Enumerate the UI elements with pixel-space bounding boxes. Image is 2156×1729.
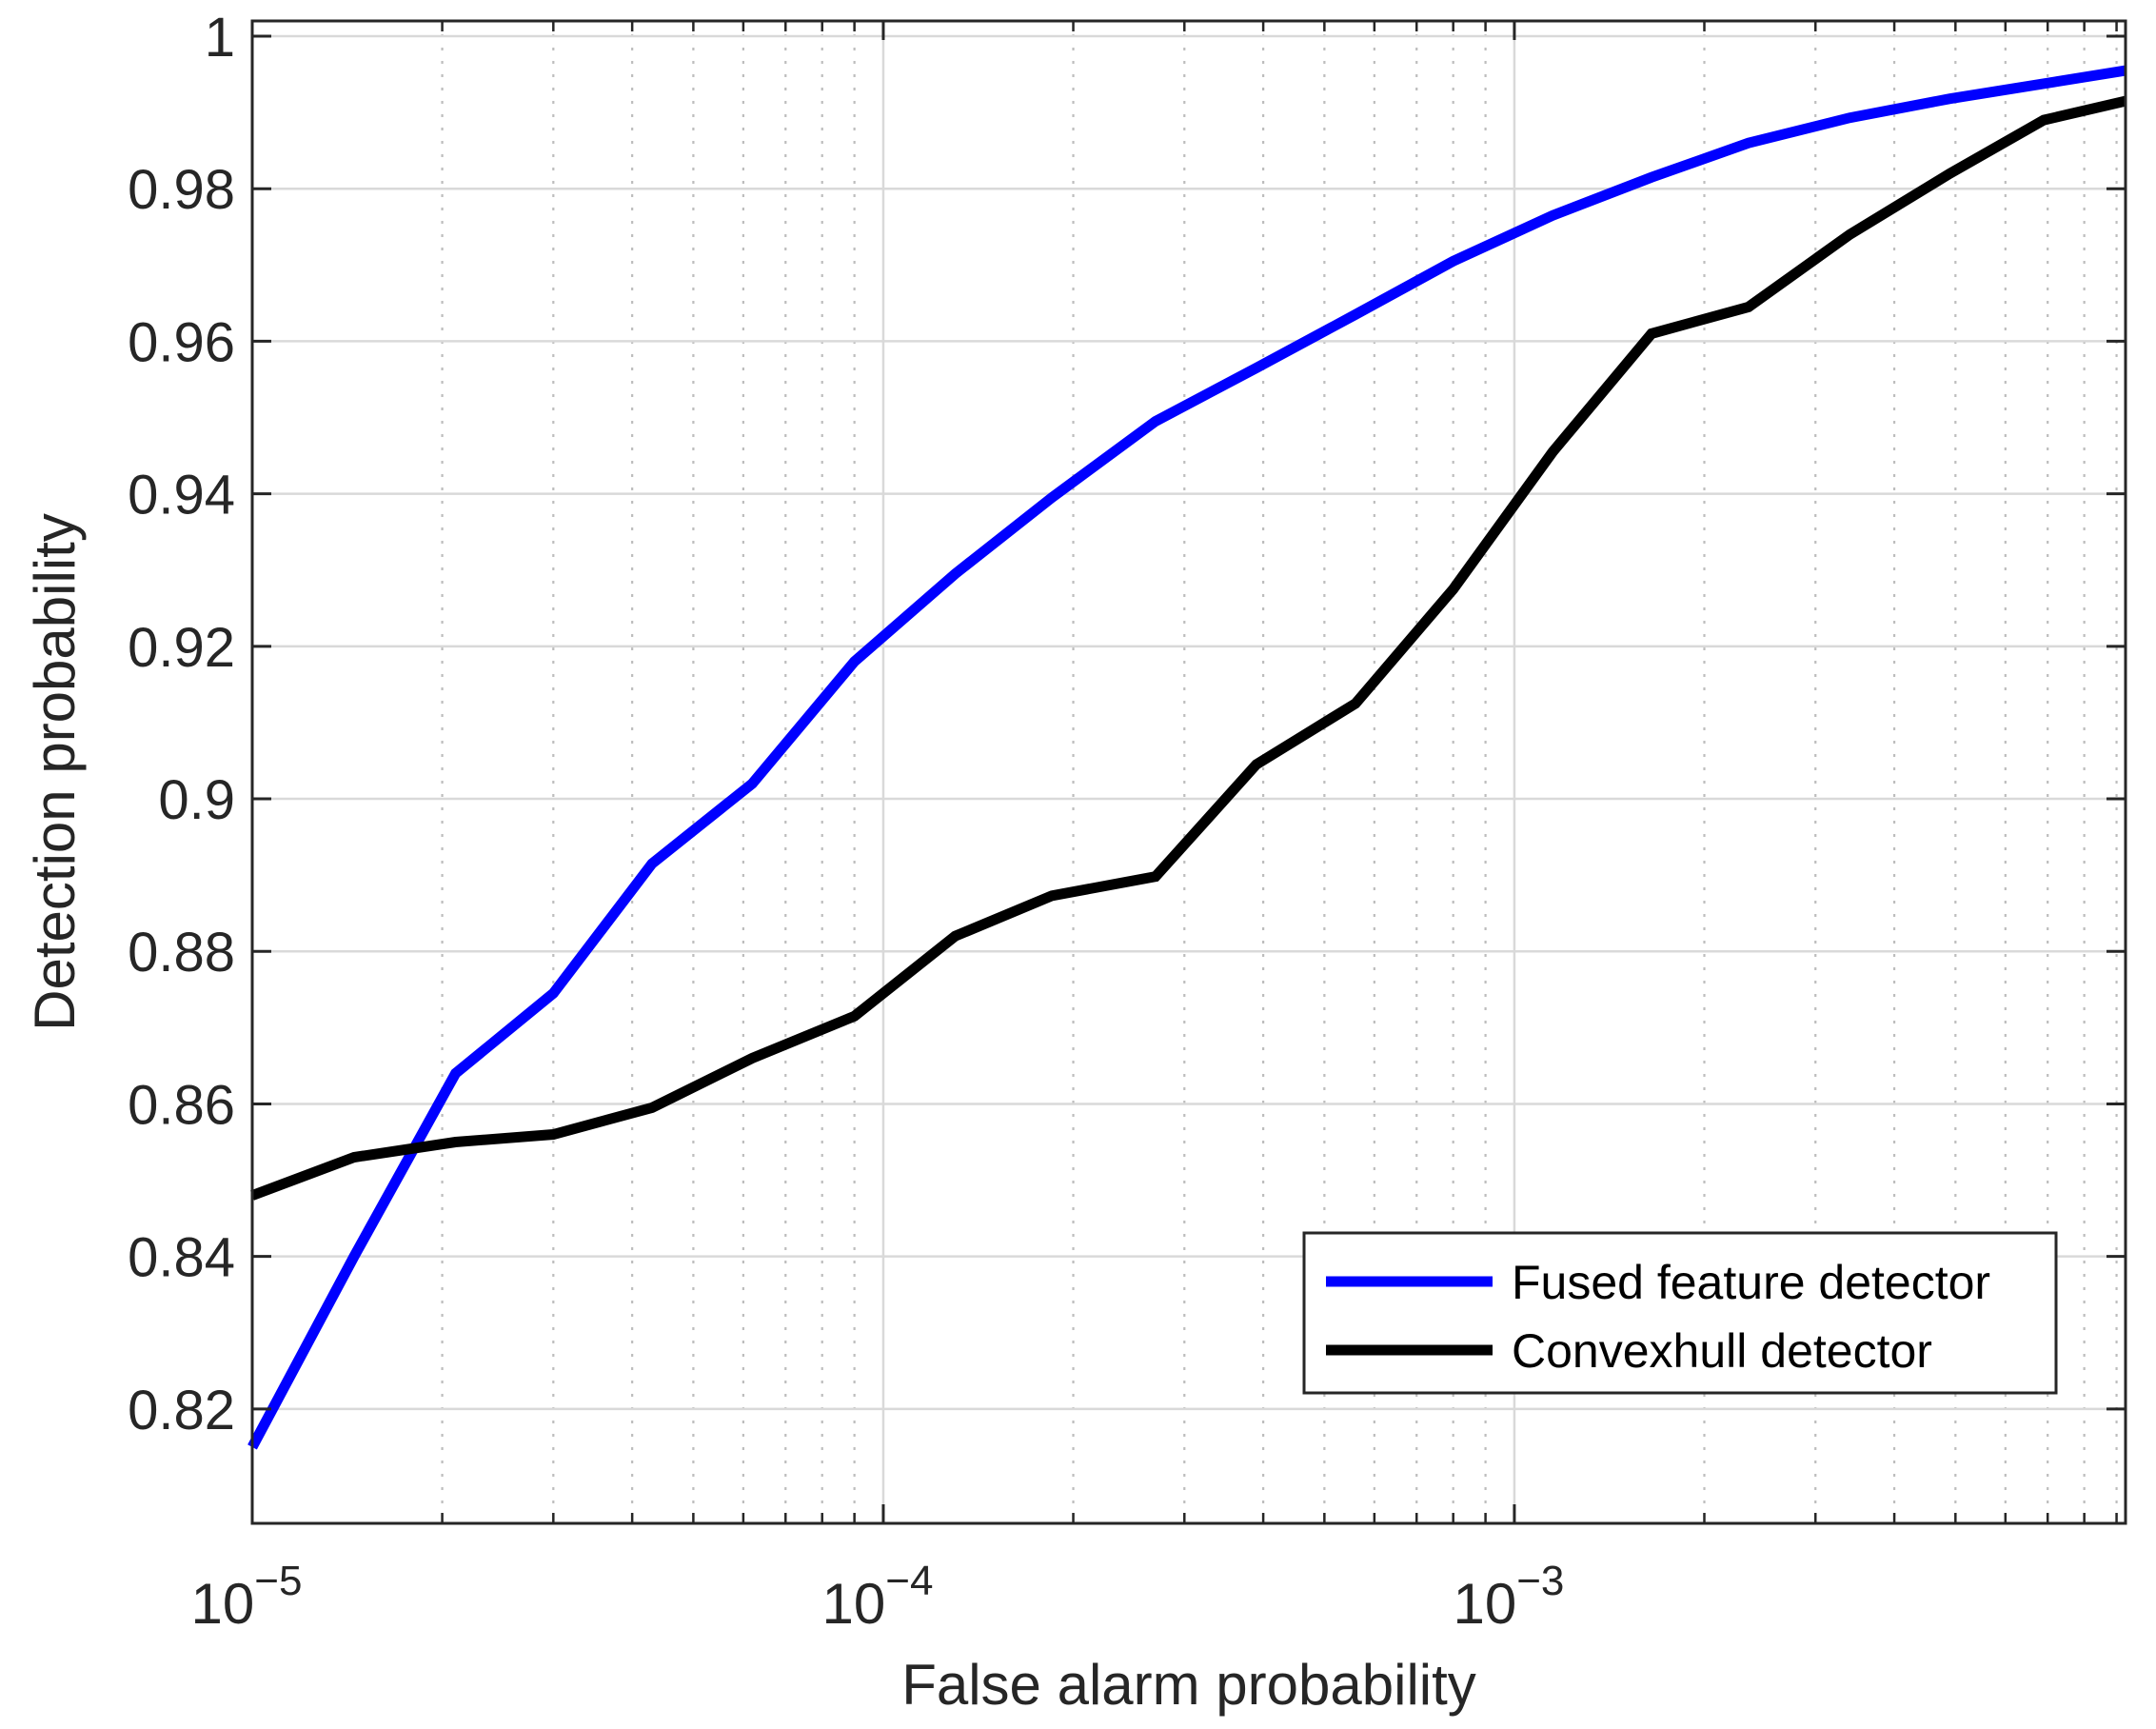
y-axis-label: Detection probability [23,513,87,1031]
x-tick-label: 10−4 [822,1558,934,1636]
grid [250,21,2126,1523]
y-tick-label: 0.82 [128,1380,235,1441]
axis-ticks [250,21,2126,1523]
y-tick-label: 0.88 [128,922,235,984]
tick-labels: 10−5 10−4 10−3 0.82 0.84 0.86 0.88 0.9 0.92 0.94 0… [128,7,1564,1636]
y-tick-label: 0.9 [158,769,235,831]
legend: Fused feature detector Convexhull detect… [1302,1231,2058,1395]
y-tick-label: 0.84 [128,1227,235,1289]
y-tick-label: 0.98 [128,159,235,221]
y-tick-label: 0.92 [128,617,235,679]
legend-label-convexhull: Convexhull detector [1512,1324,1932,1378]
x-tick-label: 10−3 [1453,1558,1564,1636]
y-tick-label: 0.86 [128,1074,235,1136]
legend-box [1302,1231,2058,1395]
x-tick-label: 10−5 [191,1558,303,1636]
y-tick-label: 1 [205,7,235,69]
plot-area-frame [250,19,2127,1525]
x-axis-label: False alarm probability [901,1653,1476,1717]
series-lines [247,65,2127,1450]
y-tick-label: 0.94 [128,465,235,527]
series-line-1 [250,95,2127,1201]
series-line-0 [247,65,2126,1450]
legend-label-fused: Fused feature detector [1512,1256,1990,1309]
y-tick-label: 0.96 [128,311,235,373]
